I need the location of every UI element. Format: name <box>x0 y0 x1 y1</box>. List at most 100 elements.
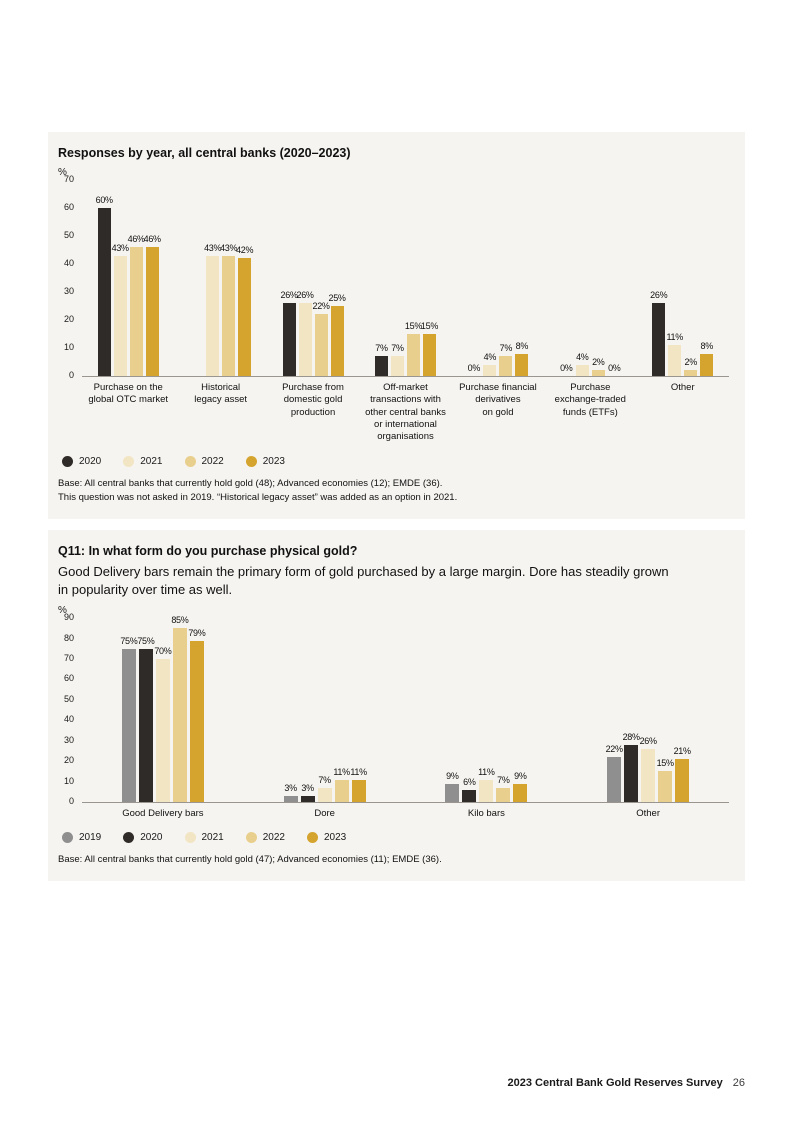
bar-cluster: 7% 7% 15% 15% <box>374 180 438 376</box>
bar-group: 75% 75% 70% 85% 79% Good Delivery bars <box>82 616 244 820</box>
y-tick-label: 0 <box>68 370 74 380</box>
legend-item-2022: 2022 <box>245 832 285 844</box>
legend-dot <box>245 832 257 844</box>
y-tick-label: 70 <box>63 652 74 663</box>
bar-value-label: 46% <box>143 234 161 245</box>
plot-area: 75% 75% 70% 85% 79% Good Delivery bars 3% 3% 7% 1… <box>82 616 729 820</box>
bar-slot-2020: 28% <box>623 618 640 803</box>
bar-2021 <box>113 255 127 376</box>
bar-value-label: 43% <box>204 242 222 253</box>
category-label: Purchase from domestic gold production <box>282 382 344 418</box>
bar-value-label: 0% <box>608 363 621 373</box>
bar-2022 <box>129 247 143 376</box>
chart-title: Q11: In what form do you purchase physic… <box>58 544 358 558</box>
chart-panel-purchase-channels: Responses by year, all central banks (20… <box>48 132 745 520</box>
bar-slot-2021: 7% <box>317 618 332 803</box>
bar-2022 <box>334 779 349 803</box>
y-tick-label: 20 <box>63 314 74 324</box>
category-label: Other <box>670 382 695 393</box>
bar-2020 <box>300 795 315 803</box>
chart-body: 0 10 20 30 40 50 60 70 80 90 75% 75% 70% 85% 79% Good … <box>58 613 729 820</box>
legend-dot <box>123 832 135 844</box>
y-axis-unit-label: % <box>58 605 67 617</box>
bar-2023 <box>675 759 690 803</box>
bar-slot-2022: 43% <box>220 180 237 376</box>
legend-item-2022: 2022 <box>184 455 224 467</box>
bar-value-label: 25% <box>328 293 346 303</box>
legend-label: 2021 <box>201 832 224 844</box>
notes: Base: All central banks that currently h… <box>58 477 729 506</box>
bar-2020 <box>624 744 639 803</box>
category-label: Purchase exchange-traded funds (ETFs) <box>554 382 626 418</box>
page-footer: 2023 Central Bank Gold Reserves Survey 2… <box>508 1077 745 1089</box>
legend-dot <box>123 455 135 467</box>
bar-value-label: 3% <box>301 782 314 793</box>
bar-cluster: 9% 6% 11% 7% 9% <box>445 618 528 803</box>
bar-slot-2019: 75% <box>120 618 138 803</box>
bar-value-label: 9% <box>514 770 527 781</box>
bar-2023 <box>189 640 204 803</box>
bar-value-label: 60% <box>95 195 113 205</box>
legend-label: 2022 <box>201 455 224 467</box>
legend-item-2019: 2019 <box>62 832 101 844</box>
footer-page-number: 26 <box>732 1077 745 1089</box>
bar-group: 43% 43% 42% Historical legacy asset <box>174 180 266 444</box>
bar-slot-2022: 15% <box>405 180 422 376</box>
category-label: Good Delivery bars <box>122 808 204 820</box>
category-label: Kilo bars <box>467 808 505 820</box>
y-tick-label: 50 <box>63 693 74 704</box>
bar-slot-2020 <box>190 180 203 376</box>
category-label: Off-market transactions with other centr… <box>365 382 446 443</box>
bar-2020 <box>374 356 388 376</box>
bar-cluster: 75% 75% 70% 85% 79% <box>120 616 206 803</box>
bar-cluster: 26% 11% 2% 8% <box>650 180 713 376</box>
bar-slot-2021: 43% <box>111 180 129 376</box>
bar-slot-2023: 21% <box>674 618 691 803</box>
bar-2022 <box>496 787 511 803</box>
bar-slot-2020: 26% <box>280 180 298 376</box>
bar-value-label: 7% <box>497 774 510 785</box>
legend-label: 2023 <box>262 455 285 467</box>
bar-2022 <box>658 771 673 803</box>
bar-slot-2020: 26% <box>650 180 668 376</box>
bar-2023 <box>330 306 344 376</box>
bar-slot-2020: 75% <box>137 618 155 803</box>
y-tick-label: 40 <box>63 258 74 268</box>
chart-note: This question was not asked in 2019. “Hi… <box>58 492 458 504</box>
bar-slot-2023: 25% <box>328 180 346 376</box>
bar-slot-2023: 42% <box>236 180 254 376</box>
x-axis-baseline <box>82 376 729 377</box>
bar-value-label: 26% <box>296 290 314 301</box>
bar-2022 <box>499 356 513 376</box>
bar-cluster: 26% 26% 22% 25% <box>280 180 346 376</box>
bar-value-label: 7% <box>391 343 404 354</box>
bar-slot-2022: 85% <box>171 616 189 803</box>
bar-slot-2019: 22% <box>606 618 623 803</box>
bar-slot-2019: 9% <box>445 618 460 803</box>
legend-item-2020: 2020 <box>123 832 163 844</box>
bar-group: 0% 4% 7% 8% Purchase financial derivatives o… <box>452 180 544 444</box>
bar-slot-2023: 8% <box>700 180 713 376</box>
bar-value-label: 26% <box>639 735 657 746</box>
legend: 2020 2021 2022 2023 <box>62 455 729 467</box>
legend-dot <box>62 455 73 467</box>
bar-slot-2022: 11% <box>333 618 350 803</box>
y-tick-label: 10 <box>63 342 74 352</box>
bar-slot-2023: 79% <box>188 618 206 803</box>
chart-title: Responses by year, all central banks (20… <box>58 146 351 160</box>
bar-2023 <box>513 783 528 803</box>
bar-slot-2021: 4% <box>575 180 589 376</box>
bar-slot-2021: 4% <box>483 180 496 376</box>
bar-2022 <box>222 255 236 376</box>
category-label: Purchase on the global OTC market <box>88 382 169 406</box>
bar-2021 <box>206 255 220 376</box>
bar-value-label: 42% <box>236 245 254 256</box>
bar-2020 <box>97 208 111 376</box>
y-tick-label: 30 <box>63 734 74 745</box>
legend-dot <box>184 455 196 467</box>
bar-value-label: 43% <box>111 242 129 253</box>
bar-2023 <box>515 353 529 376</box>
bar-2021 <box>317 787 332 803</box>
bar-2021 <box>641 748 656 803</box>
bar-2021 <box>390 356 404 376</box>
